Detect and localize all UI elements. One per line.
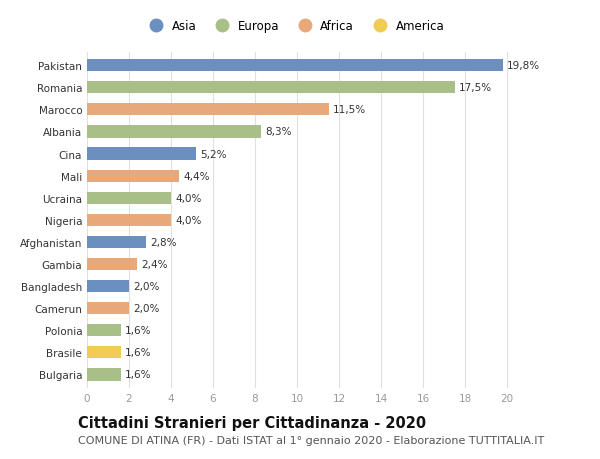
Bar [87, 214, 171, 226]
Text: 4,4%: 4,4% [184, 171, 210, 181]
Text: 17,5%: 17,5% [459, 83, 492, 93]
Text: 2,0%: 2,0% [133, 281, 160, 291]
Text: 19,8%: 19,8% [507, 61, 540, 71]
Bar [87, 60, 503, 72]
Text: 4,0%: 4,0% [175, 193, 202, 203]
Text: 2,8%: 2,8% [150, 237, 176, 247]
Text: 1,6%: 1,6% [125, 347, 151, 358]
Bar [87, 236, 146, 248]
Text: 2,4%: 2,4% [142, 259, 168, 269]
Legend: Asia, Europa, Africa, America: Asia, Europa, Africa, America [145, 20, 444, 33]
Bar [87, 104, 329, 116]
Text: COMUNE DI ATINA (FR) - Dati ISTAT al 1° gennaio 2020 - Elaborazione TUTTITALIA.I: COMUNE DI ATINA (FR) - Dati ISTAT al 1° … [78, 435, 544, 445]
Text: 1,6%: 1,6% [125, 369, 151, 380]
Bar [87, 148, 196, 160]
Bar [87, 347, 121, 358]
Bar [87, 170, 179, 182]
Text: 8,3%: 8,3% [265, 127, 292, 137]
Bar [87, 369, 121, 381]
Text: Cittadini Stranieri per Cittadinanza - 2020: Cittadini Stranieri per Cittadinanza - 2… [78, 415, 426, 431]
Text: 11,5%: 11,5% [332, 105, 366, 115]
Text: 4,0%: 4,0% [175, 215, 202, 225]
Bar [87, 126, 262, 138]
Text: 2,0%: 2,0% [133, 303, 160, 313]
Text: 5,2%: 5,2% [200, 149, 227, 159]
Bar [87, 302, 129, 314]
Bar [87, 82, 455, 94]
Bar [87, 192, 171, 204]
Bar [87, 325, 121, 336]
Bar [87, 280, 129, 292]
Bar [87, 258, 137, 270]
Text: 1,6%: 1,6% [125, 325, 151, 336]
